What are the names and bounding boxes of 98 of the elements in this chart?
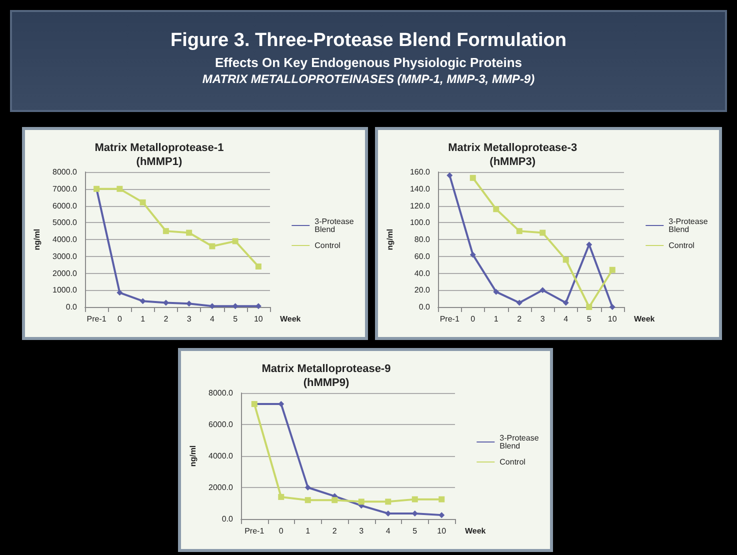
- x-tick-label: Pre-1: [244, 526, 265, 536]
- point: [470, 252, 476, 258]
- point: [385, 498, 392, 505]
- point: [609, 304, 616, 310]
- point: [493, 288, 500, 295]
- point: [470, 174, 476, 181]
- point: [304, 497, 311, 504]
- chart-title: Matrix Metalloprotease-1 (hMMP1): [94, 142, 224, 168]
- x-tick-label: 4: [386, 526, 391, 536]
- point: [332, 497, 338, 504]
- x-tick-label: 1: [306, 526, 311, 536]
- x-tick-label: 3: [540, 314, 546, 324]
- y-tick-label: 4000.0: [52, 235, 78, 244]
- y-tick-label: 120.0: [410, 201, 431, 210]
- x-tick-label: 3: [359, 526, 364, 536]
- y-tick-label: 140.0: [410, 184, 431, 194]
- x-tick-label: 10: [608, 314, 618, 324]
- y-axis-title: ng/ml: [386, 228, 394, 250]
- x-axis-title: Week: [465, 526, 486, 536]
- point: [278, 494, 284, 500]
- x-tick-label: 0: [470, 314, 476, 324]
- y-axis-title: ng/ml: [32, 228, 42, 250]
- point: [438, 512, 445, 518]
- y-tick-label: 4000.0: [208, 452, 234, 460]
- point: [116, 186, 123, 192]
- y-tick-label: 8000.0: [52, 168, 78, 176]
- legend-label: Control: [314, 241, 341, 250]
- chart-title: Matrix Metalloprotease-9 (hMMP9): [262, 363, 391, 389]
- y-tick-label: 80.0: [414, 235, 431, 244]
- y-tick-label: 5000.0: [52, 218, 78, 228]
- point: [446, 172, 453, 178]
- point: [516, 300, 522, 306]
- x-tick-label: 1: [140, 314, 146, 324]
- point: [140, 298, 146, 304]
- x-tick-label: 2: [164, 314, 169, 324]
- x-tick-label: 10: [254, 314, 264, 324]
- y-tick-label: 20.0: [414, 286, 431, 295]
- x-tick-label: 0: [278, 526, 284, 536]
- x-tick-label: 5: [233, 314, 238, 324]
- y-tick-label: 0.0: [66, 302, 78, 312]
- point: [304, 484, 311, 490]
- legend-label: 3-Protease Blend: [314, 217, 356, 234]
- point: [540, 287, 546, 294]
- point: [232, 238, 238, 244]
- chart-title: Matrix Metalloprotease-3 (hMMP3): [448, 142, 578, 168]
- y-tick-label: 2000.0: [208, 483, 234, 492]
- x-axis-title: Week: [634, 314, 656, 324]
- x-tick-label: 2: [332, 526, 338, 536]
- y-tick-label: 7000.0: [52, 184, 78, 194]
- point: [438, 496, 445, 502]
- x-tick-label: 4: [210, 314, 215, 324]
- y-tick-label: 160.0: [410, 168, 431, 176]
- point: [255, 264, 262, 270]
- point: [412, 496, 418, 502]
- x-tick-label: 1: [494, 314, 499, 324]
- y-tick-label: 8000.0: [208, 388, 234, 398]
- y-tick-label: 6000.0: [208, 420, 234, 429]
- x-tick-label: 0: [117, 314, 122, 324]
- point: [493, 206, 500, 212]
- x-tick-label: 3: [186, 314, 192, 324]
- point: [540, 230, 546, 236]
- y-axis-title: ng/ml: [188, 445, 198, 467]
- text: MATRIX METALLOPROTEINASES (MMP-1, MMP-3, MMP-9): [201, 72, 536, 86]
- legend-label: 3-Protease Blend: [500, 434, 542, 450]
- point: [186, 230, 192, 236]
- point: [516, 228, 522, 234]
- legend-label: Control: [668, 241, 695, 250]
- x-tick-label: 2: [517, 314, 522, 324]
- y-tick-label: 0.0: [222, 514, 234, 524]
- y-tick-label: 60.0: [414, 252, 431, 261]
- legend-label: Control: [500, 458, 526, 466]
- point: [562, 256, 569, 263]
- x-tick-label: 5: [412, 526, 418, 536]
- x-axis-title: Week: [280, 314, 302, 324]
- point: [562, 300, 569, 306]
- x-tick-label: 4: [564, 314, 569, 324]
- text: Effects On Key Endogenous Physiologic Proteins: [214, 55, 523, 70]
- point: [358, 498, 364, 505]
- legend-label: 3-Protease Blend: [668, 217, 710, 234]
- point: [609, 266, 616, 273]
- y-tick-label: 40.0: [414, 268, 431, 278]
- point: [209, 243, 216, 250]
- point: [116, 290, 123, 296]
- x-tick-label: 10: [437, 526, 447, 536]
- y-tick-label: 0.0: [418, 302, 431, 312]
- point: [140, 199, 146, 206]
- x-tick-label: 5: [586, 314, 592, 324]
- y-tick-label: 100.0: [410, 218, 431, 228]
- x-tick-label: Pre-1: [86, 314, 107, 324]
- point: [586, 242, 592, 248]
- x-tick-label: Pre-1: [440, 314, 460, 324]
- point: [162, 228, 169, 234]
- y-tick-label: 1000.0: [52, 286, 78, 295]
- y-tick-label: 3000.0: [52, 252, 78, 261]
- point: [586, 304, 592, 310]
- text: Figure 3. Three-Protease Blend Formulation: [170, 30, 568, 52]
- y-tick-label: 2000.0: [52, 268, 78, 278]
- y-tick-label: 6000.0: [52, 201, 78, 210]
